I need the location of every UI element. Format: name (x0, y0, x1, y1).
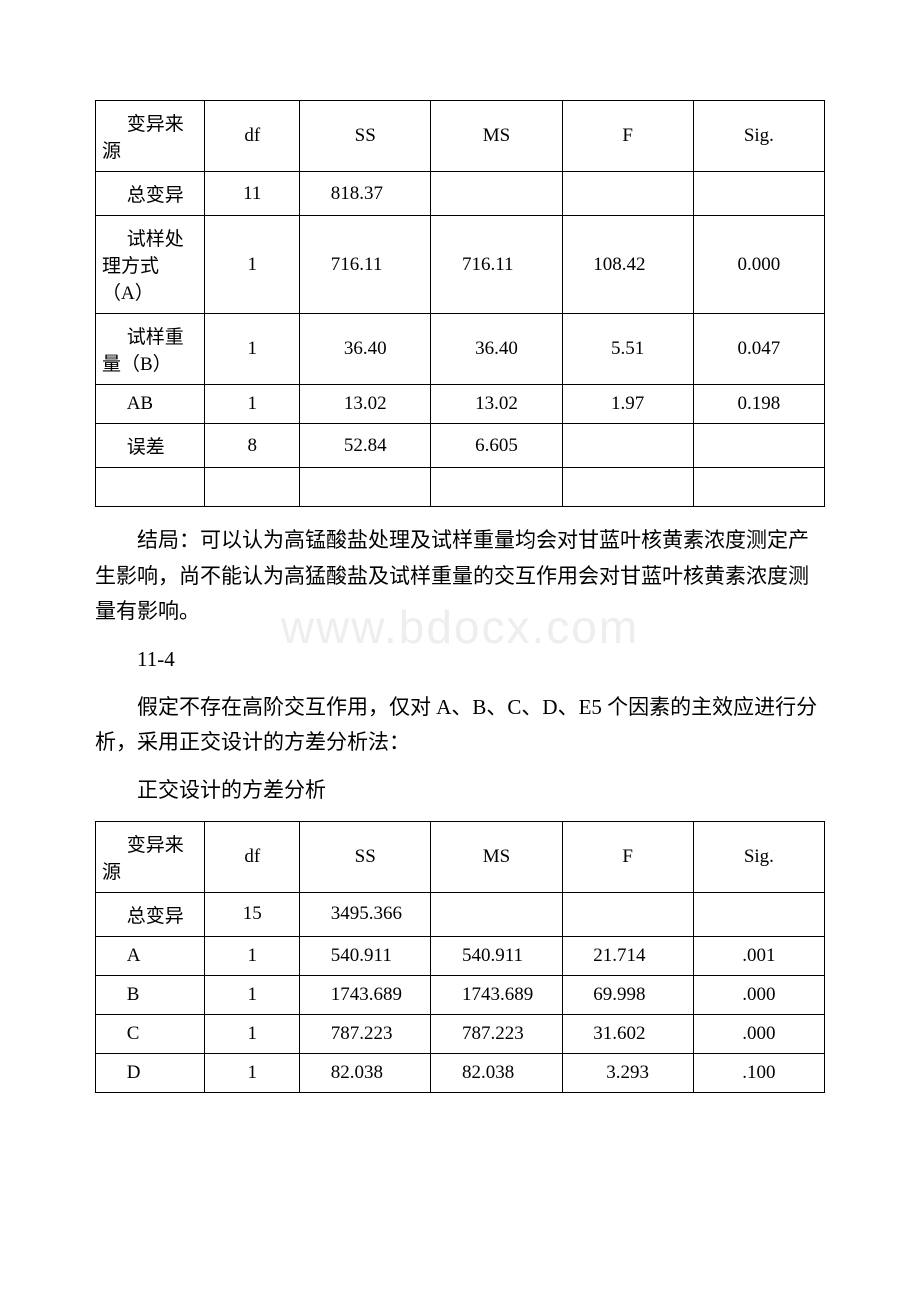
assumption-paragraph: 假定不存在高阶交互作用，仅对 A、B、C、D、E5 个因素的主效应进行分析，采用… (95, 690, 825, 761)
t1-r1-c2: 716.11 (331, 254, 383, 275)
table-row (96, 468, 825, 507)
t1-r1-c5: 0.000 (738, 254, 781, 275)
t1-hdr-ms: MS (431, 101, 562, 172)
t1-r0-c1: 11 (243, 183, 261, 204)
t1-hdr-f: F (562, 101, 693, 172)
t1-r2-c4: 5.51 (611, 338, 644, 359)
t2-r2-c3: 1743.689 (462, 984, 533, 1005)
t2-r2-c4: 69.998 (593, 984, 645, 1005)
t2-r4-c2: 82.038 (331, 1062, 383, 1083)
t1-r2-c2: 36.40 (344, 338, 387, 359)
t1-r1-c1: 1 (247, 254, 257, 275)
t1-r3-c3: 13.02 (475, 393, 518, 414)
t1-r1-c4: 108.42 (593, 254, 645, 275)
t1-r2-c1: 1 (247, 338, 257, 359)
table2-caption: 正交设计的方差分析 (95, 773, 825, 809)
t1-r1-c3: 716.11 (462, 254, 514, 275)
t2-r3-c0: C (127, 1023, 140, 1044)
t2-hdr-ss: SS (300, 821, 431, 892)
t1-hdr-df: df (205, 101, 300, 172)
t2-r1-c5: .001 (742, 945, 775, 966)
t1-r3-c0: AB (127, 393, 153, 414)
t1-r2-c3: 36.40 (475, 338, 518, 359)
t2-r2-c1: 1 (247, 984, 257, 1005)
section-number: 11-4 (95, 642, 825, 678)
t1-hdr-source: 变异来源 (96, 101, 205, 172)
table-row: C 1 787.223 787.223 31.602 .000 (96, 1014, 825, 1053)
table-row: 试样重量（B） 1 36.40 36.40 5.51 0.047 (96, 314, 825, 385)
table-row: 误差 8 52.84 6.605 (96, 424, 825, 468)
t1-r4-c0: 误差 (127, 437, 165, 458)
t2-r2-c5: .000 (742, 984, 775, 1005)
table-row: A 1 540.911 540.911 21.714 .001 (96, 936, 825, 975)
t1-r4-c2: 52.84 (344, 435, 387, 456)
t2-r4-c0: D (127, 1062, 141, 1083)
t1-r1-c0: 试样处理方式（A） (102, 229, 184, 304)
t2-hdr-sig: Sig. (693, 821, 824, 892)
t2-hdr-df: df (205, 821, 300, 892)
t2-r2-c2: 1743.689 (331, 984, 402, 1005)
t1-r2-c5: 0.047 (738, 338, 781, 359)
t2-r1-c2: 540.911 (331, 945, 392, 966)
t2-r1-c0: A (127, 945, 141, 966)
t2-r0-c2: 3495.366 (331, 903, 402, 924)
t2-r1-c1: 1 (247, 945, 257, 966)
t2-r4-c1: 1 (247, 1062, 257, 1083)
t1-r3-c1: 1 (247, 393, 257, 414)
t1-r0-c0: 总变异 (127, 185, 184, 206)
t1-hdr-ss: SS (300, 101, 431, 172)
t1-r4-c3: 6.605 (475, 435, 518, 456)
t2-r3-c2: 787.223 (331, 1023, 393, 1044)
conclusion-paragraph: 结局：可以认为高锰酸盐处理及试样重量均会对甘蓝叶核黄素浓度测定产生影响，尚不能认… (95, 523, 825, 630)
t2-r4-c4: 3.293 (606, 1062, 649, 1083)
t2-hdr-ms: MS (431, 821, 562, 892)
t1-r3-c5: 0.198 (738, 393, 781, 414)
t2-hdr-source: 变异来源 (96, 821, 205, 892)
t1-r3-c2: 13.02 (344, 393, 387, 414)
anova-table-2: 变异来源 df SS MS F Sig. 总变异 15 3495.366 A 1… (95, 821, 825, 1093)
t1-r0-c2: 818.37 (331, 183, 383, 204)
table-row: 总变异 15 3495.366 (96, 892, 825, 936)
t1-r2-c0: 试样重量（B） (102, 327, 184, 375)
t1-hdr-sig: Sig. (693, 101, 824, 172)
t2-r0-c0: 总变异 (127, 906, 184, 927)
t2-r3-c3: 787.223 (462, 1023, 524, 1044)
table-row: AB 1 13.02 13.02 1.97 0.198 (96, 385, 825, 424)
anova-table-1: 变异来源 df SS MS F Sig. 总变异 11 818.37 试样处理方… (95, 100, 825, 507)
t2-r4-c3: 82.038 (462, 1062, 514, 1083)
table-row: 试样处理方式（A） 1 716.11 716.11 108.42 0.000 (96, 216, 825, 314)
t2-r1-c3: 540.911 (462, 945, 523, 966)
t2-r3-c1: 1 (247, 1023, 257, 1044)
t2-r3-c5: .000 (742, 1023, 775, 1044)
table-row: D 1 82.038 82.038 3.293 .100 (96, 1053, 825, 1092)
t1-r3-c4: 1.97 (611, 393, 644, 414)
t2-r3-c4: 31.602 (593, 1023, 645, 1044)
t1-r4-c1: 8 (247, 435, 257, 456)
t2-r1-c4: 21.714 (593, 945, 645, 966)
t2-r4-c5: .100 (742, 1062, 775, 1083)
table-row: 总变异 11 818.37 (96, 172, 825, 216)
table-row: B 1 1743.689 1743.689 69.998 .000 (96, 975, 825, 1014)
t2-r2-c0: B (127, 984, 140, 1005)
t2-r0-c1: 15 (243, 903, 262, 924)
t2-hdr-f: F (562, 821, 693, 892)
